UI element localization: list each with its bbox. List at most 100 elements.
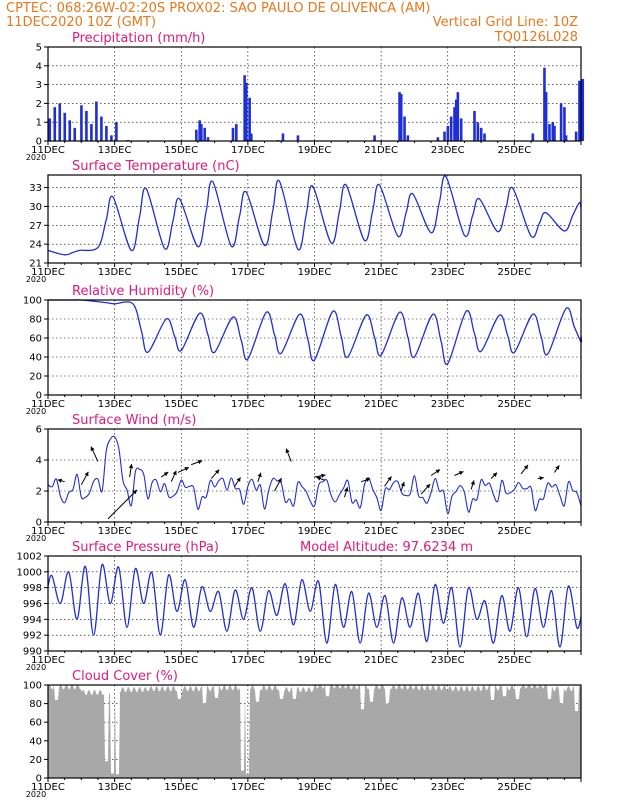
x-tick-label: 23DEC — [431, 526, 465, 537]
x-tick-label: 19DEC — [298, 145, 332, 156]
wind-arrow-head — [128, 464, 134, 469]
precip-bar — [543, 67, 546, 141]
x-tick-label: 13DEC — [98, 267, 132, 278]
precip-bar — [68, 120, 72, 141]
wind-arrow-head — [539, 476, 544, 481]
wind-arrow — [107, 489, 138, 520]
panel-2: 21 24 27 30 33 11DEC 13DEC 15DEC 17DEC 19DEC 21DEC… — [26, 159, 582, 284]
cloud-cover-area — [48, 685, 581, 778]
wind-arrow-head — [470, 480, 475, 485]
wind-arrow — [57, 478, 65, 483]
wind-arrow — [384, 476, 392, 487]
y-tick-label: 4 — [36, 61, 42, 72]
wind-arrow — [420, 483, 431, 495]
wind-arrow — [360, 477, 371, 483]
precip-bar — [200, 124, 203, 141]
wind-arrow-head — [400, 482, 405, 487]
x-tick-label: 25DEC — [498, 655, 532, 666]
precip-bar — [235, 124, 238, 141]
precip-bar — [459, 118, 463, 141]
wind-arrow-head — [84, 471, 89, 477]
y-tick-label: 2 — [36, 99, 42, 110]
panel-title: Relative Humidity (%) — [72, 284, 214, 299]
precip-bar — [58, 103, 62, 141]
y-tick-label: 0 — [36, 137, 42, 148]
x-year-label: 2020 — [26, 663, 46, 672]
precip-bar — [80, 105, 83, 141]
precip-bar — [531, 133, 535, 141]
wind-arrow — [470, 480, 475, 490]
precip-bar — [454, 99, 458, 141]
precip-bar — [48, 118, 52, 141]
wind-arrow-head — [197, 459, 203, 465]
precip-bar — [85, 110, 88, 141]
wind-arrow — [191, 459, 203, 466]
precip-bar — [581, 78, 585, 141]
precip-bar — [250, 133, 253, 141]
x-year-label: 2020 — [26, 153, 46, 162]
x-tick-label: 19DEC — [298, 782, 332, 793]
header-date: 11DEC2020 10Z (GMT) — [6, 15, 156, 30]
panel-title: Surface Pressure (hPa) — [72, 540, 219, 555]
x-tick-label: 11DEC — [31, 145, 65, 156]
precip-bar — [559, 103, 563, 141]
wind-arrow — [400, 481, 405, 492]
precip-bar — [398, 92, 401, 141]
y-tick-label: 100 — [23, 296, 42, 307]
wind-arrow — [430, 469, 441, 476]
wind-arrow — [520, 464, 529, 475]
x-tick-label: 25DEC — [498, 526, 532, 537]
x-tick-label: 13DEC — [98, 399, 132, 410]
wind-arrow-head — [435, 469, 441, 474]
wind-arrow — [234, 477, 241, 487]
wind-arrow — [285, 448, 292, 462]
precip-bar — [198, 120, 201, 141]
y-tick-label: 5 — [36, 43, 42, 54]
wind-arrow — [274, 477, 282, 492]
precip-bar — [115, 122, 118, 141]
x-tick-label: 23DEC — [431, 655, 465, 666]
x-tick-label: 17DEC — [231, 267, 265, 278]
wind-arrow-head — [425, 484, 431, 489]
precip-bar — [476, 122, 480, 141]
panel-title: Surface Temperature (nC) — [72, 159, 240, 174]
precip-bar — [449, 116, 453, 141]
x-tick-label: 19DEC — [298, 526, 332, 537]
x-tick-label: 21DEC — [364, 655, 398, 666]
y-tick-label: 2 — [36, 487, 42, 498]
x-tick-label: 15DEC — [164, 145, 198, 156]
panel-border — [47, 428, 582, 523]
wind-arrow — [490, 472, 498, 479]
precip-bar — [406, 135, 410, 141]
wind-arrow-head — [163, 472, 169, 477]
y-tick-label: 21 — [29, 259, 42, 270]
wind-arrow — [80, 471, 89, 486]
y-tick-label: 40 — [29, 353, 42, 364]
wind-arrow-head — [321, 473, 326, 478]
x-tick-label: 21DEC — [364, 526, 398, 537]
precip-bar — [456, 92, 460, 141]
wind-arrow-head — [184, 467, 189, 472]
wind-arrow-head — [458, 471, 464, 476]
panel-title: Cloud Cover (%) — [72, 669, 178, 684]
wind-arrow-head — [285, 448, 290, 454]
panel-border — [47, 174, 582, 264]
x-tick-label: 21DEC — [364, 145, 398, 156]
x-year-label: 2020 — [26, 534, 46, 543]
x-tick-label: 11DEC — [31, 782, 65, 793]
wind-arrow-head — [132, 489, 137, 495]
y-tick-label: 4 — [36, 456, 42, 467]
y-tick-label: 24 — [29, 240, 42, 251]
humidity-line — [47, 299, 583, 366]
y-tick-label: 60 — [29, 334, 42, 345]
x-tick-label: 23DEC — [431, 267, 465, 278]
x-tick-label: 15DEC — [164, 399, 198, 410]
y-tick-label: 0 — [36, 774, 42, 785]
precip-bar — [563, 107, 566, 141]
panel-6: 0 20 40 60 80 100 11DEC 13DEC 15DEC 17DEC 19DEC 21D… — [23, 669, 582, 799]
precip-bar — [281, 133, 285, 141]
temperature-line — [47, 175, 582, 256]
y-tick-label: 27 — [29, 221, 42, 232]
x-tick-label: 23DEC — [431, 399, 465, 410]
